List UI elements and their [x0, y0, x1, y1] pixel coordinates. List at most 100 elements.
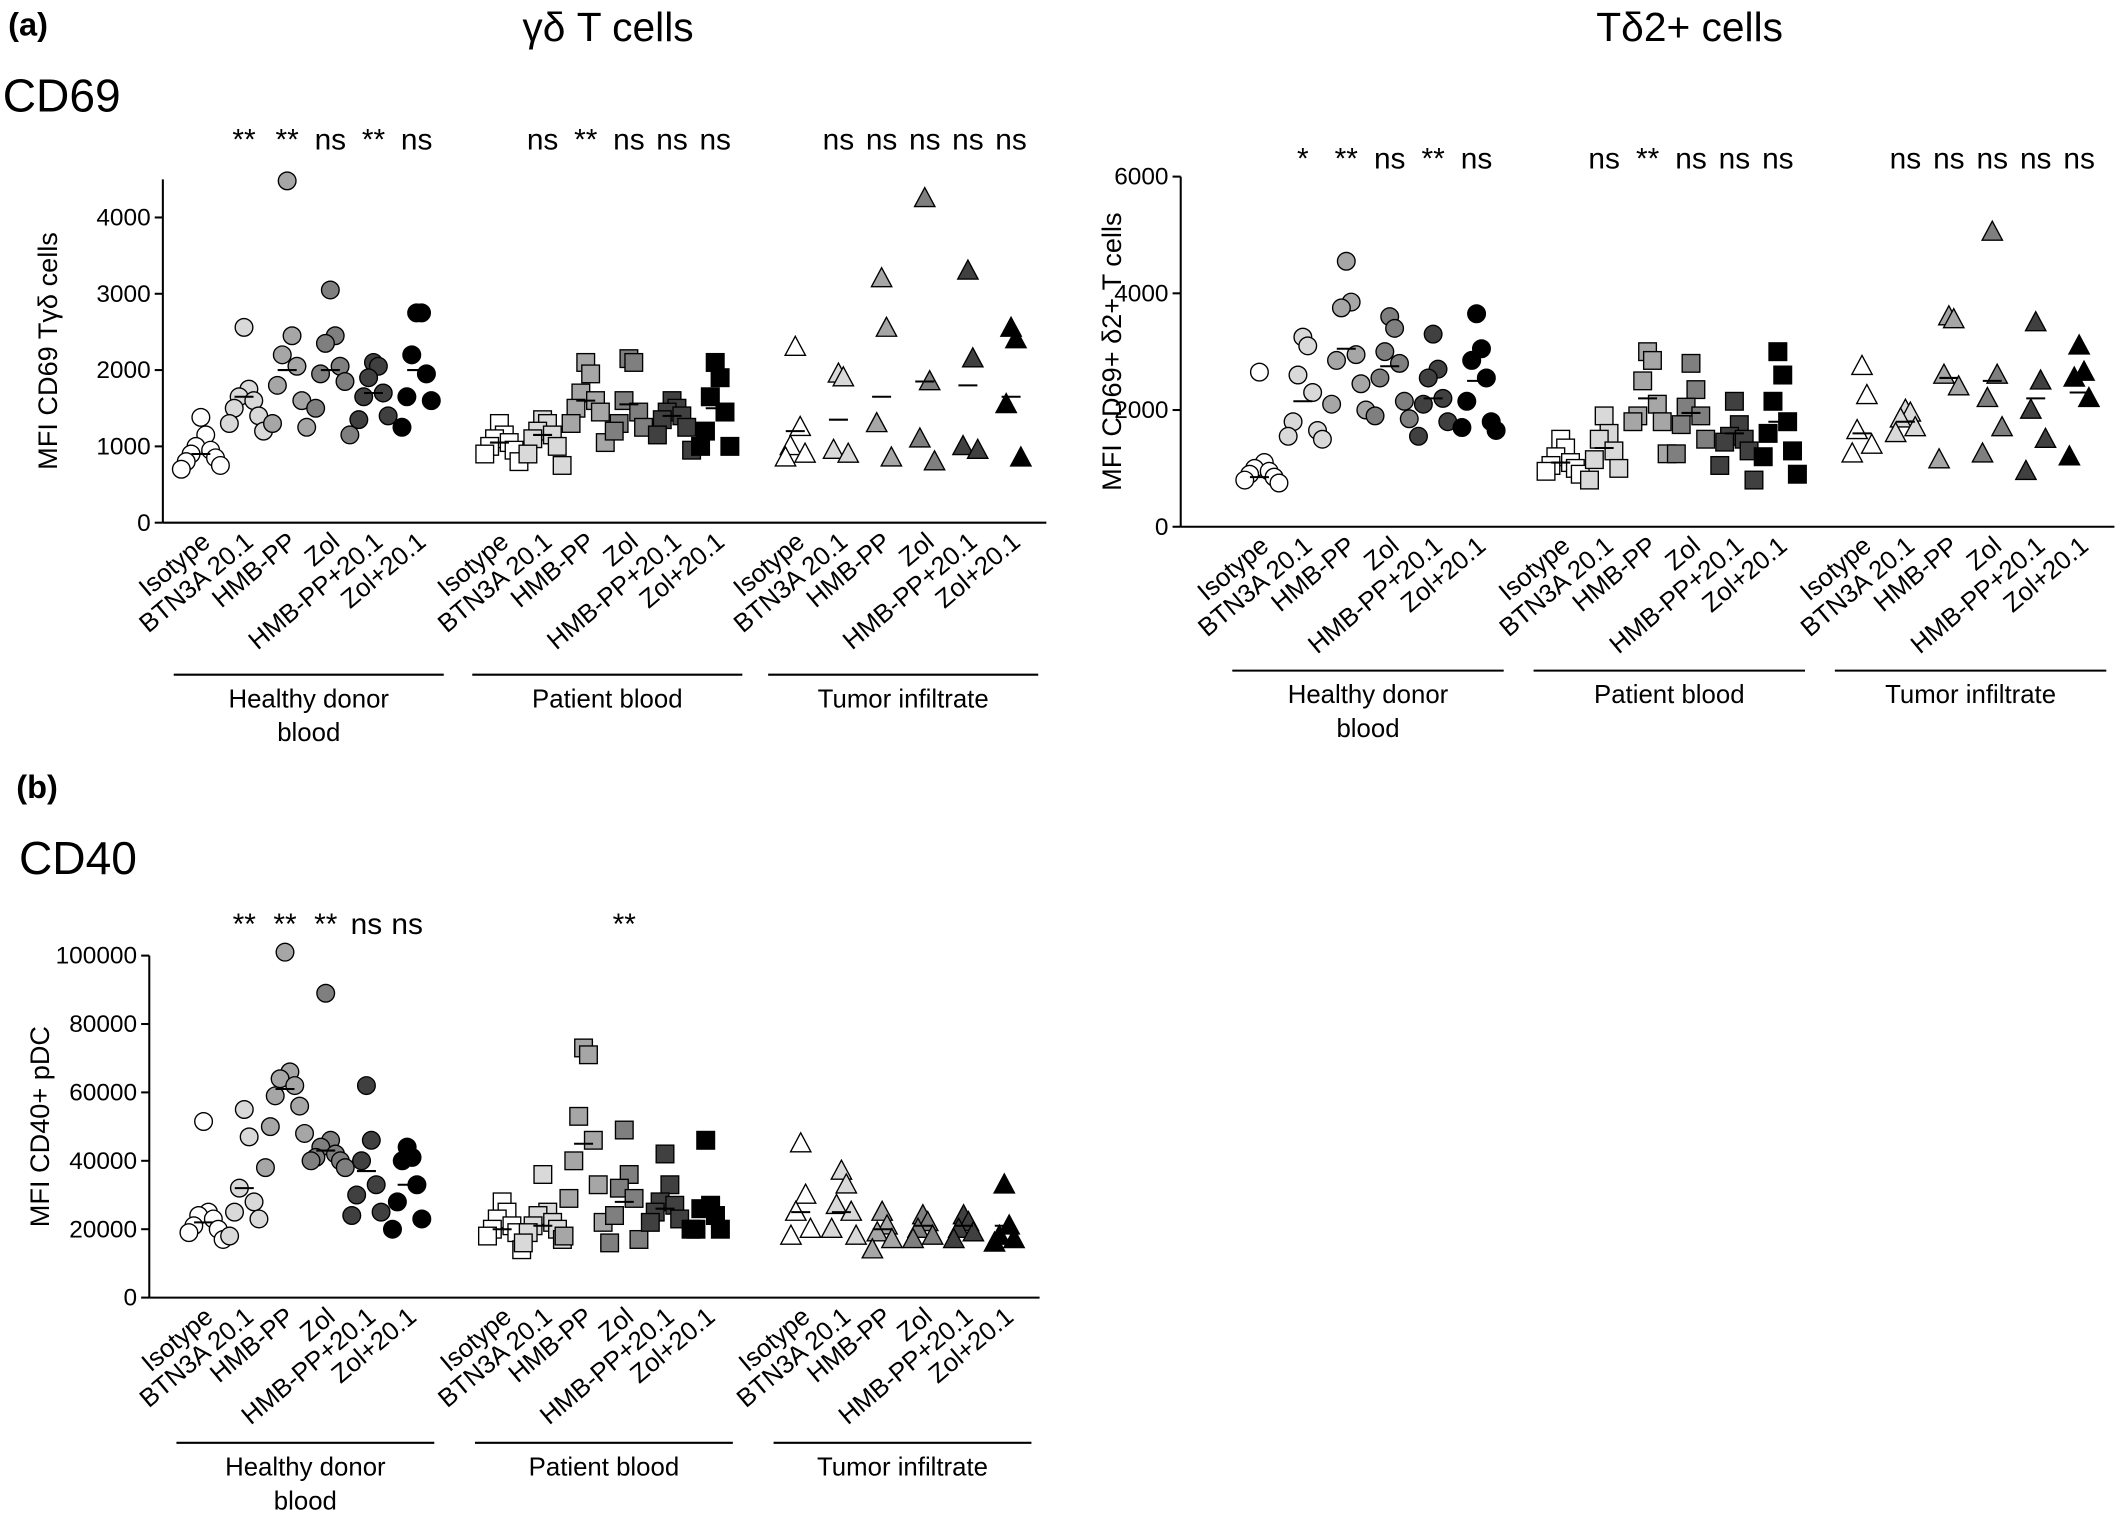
- group-label-box: Tumor infiltrate: [817, 1453, 988, 1483]
- group-label-box: Healthy donor blood: [225, 1454, 386, 1516]
- point: [794, 1182, 817, 1204]
- point: [1985, 362, 2009, 384]
- point: [1976, 386, 1999, 408]
- point: [340, 425, 360, 445]
- point: [1686, 380, 1706, 400]
- point: [1327, 350, 1347, 370]
- point: [865, 1220, 889, 1242]
- point: [1990, 415, 2014, 437]
- point: [590, 402, 610, 422]
- significance: ns: [866, 123, 898, 156]
- point: [320, 280, 340, 300]
- point: [820, 1216, 843, 1239]
- point: [861, 1237, 884, 1259]
- significance: *: [1297, 142, 1309, 175]
- point: [397, 387, 417, 407]
- point: [297, 417, 317, 437]
- point: [1768, 342, 1788, 362]
- group-label: Tumor infiltrate: [1885, 681, 2057, 710]
- group-label-box: Tumor infiltrate: [1885, 681, 2057, 710]
- point: [1336, 251, 1356, 271]
- point: [1681, 353, 1701, 373]
- point: [356, 1076, 376, 1096]
- point: [789, 1131, 813, 1153]
- point: [1744, 470, 1764, 490]
- point: [609, 1178, 629, 1198]
- point: [1476, 368, 1496, 388]
- point: [533, 1164, 553, 1184]
- significance: ns: [1588, 142, 1620, 175]
- point: [1408, 426, 1428, 446]
- significance: ns: [1933, 142, 1965, 175]
- point: [1375, 342, 1395, 362]
- point: [412, 1209, 432, 1229]
- point: [779, 1223, 803, 1245]
- significance: ns: [699, 123, 731, 156]
- point: [1009, 445, 1033, 467]
- point: [359, 368, 379, 388]
- point: [1773, 365, 1793, 385]
- point: [1903, 415, 1927, 437]
- point: [604, 421, 624, 441]
- group-label: Tumor infiltrate: [817, 1453, 988, 1483]
- point: [951, 434, 975, 456]
- point: [691, 436, 711, 456]
- point: [267, 375, 287, 395]
- y-tick-label: 40000: [69, 1148, 137, 1175]
- point: [875, 315, 898, 337]
- point: [1004, 327, 1028, 349]
- point: [559, 1188, 579, 1208]
- point: [1002, 1227, 1026, 1249]
- point: [1249, 362, 1269, 382]
- point: [272, 345, 292, 365]
- point: [1486, 420, 1506, 440]
- point: [1365, 406, 1385, 426]
- point: [382, 1219, 402, 1239]
- y-tick-label: 1000: [96, 434, 150, 461]
- point: [1860, 432, 1884, 454]
- point: [311, 364, 331, 384]
- point: [1385, 318, 1405, 338]
- point: [1423, 324, 1443, 344]
- point: [880, 1227, 904, 1249]
- point: [870, 266, 893, 288]
- point: [614, 1120, 634, 1140]
- point: [285, 1076, 305, 1096]
- significance: **: [273, 908, 297, 941]
- point: [1850, 353, 1874, 376]
- point: [1399, 409, 1419, 429]
- point: [315, 333, 335, 353]
- point: [1633, 371, 1653, 391]
- point: [371, 1202, 391, 1222]
- point: [287, 356, 307, 376]
- point: [1536, 461, 1556, 481]
- point: [1303, 383, 1323, 403]
- point: [179, 1223, 199, 1243]
- panel-label: (a): [8, 6, 48, 42]
- point: [220, 1226, 240, 1246]
- point: [1609, 458, 1629, 478]
- y-tick-label: 80000: [69, 1011, 137, 1038]
- y-tick-label: 4000: [96, 205, 150, 232]
- point: [569, 1106, 589, 1126]
- point: [260, 1117, 280, 1137]
- point: [1763, 391, 1783, 411]
- point: [994, 392, 1018, 414]
- point: [830, 1158, 853, 1180]
- point: [513, 1233, 533, 1253]
- point: [942, 1227, 966, 1249]
- significance: **: [574, 123, 598, 156]
- point: [335, 1158, 355, 1178]
- point: [306, 398, 326, 418]
- point: [2014, 459, 2038, 481]
- point: [263, 413, 283, 433]
- significance: ns: [2020, 142, 2052, 175]
- group-label-box: Healthy donor blood: [228, 686, 389, 748]
- significance: ns: [613, 123, 645, 156]
- point: [1787, 464, 1807, 484]
- point: [640, 1212, 660, 1232]
- point: [923, 449, 946, 471]
- point: [1584, 450, 1604, 470]
- point: [583, 1130, 603, 1150]
